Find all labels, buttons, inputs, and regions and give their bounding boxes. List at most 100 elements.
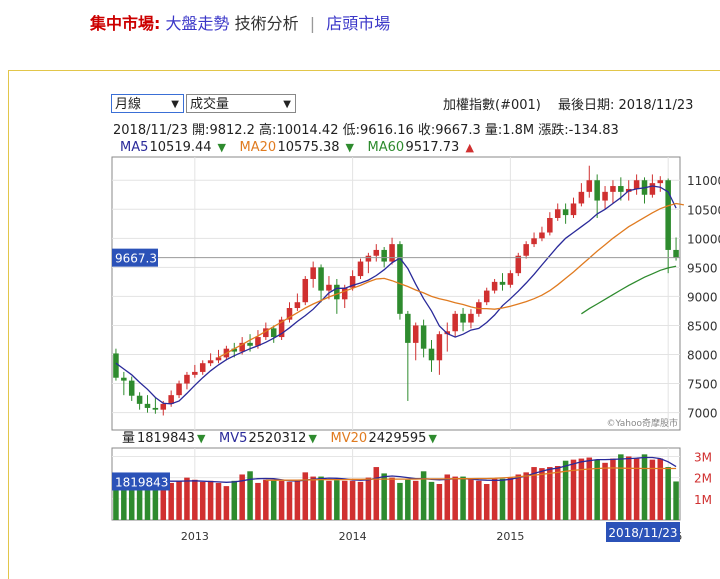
volume-bar	[373, 467, 380, 520]
candle-body	[113, 353, 119, 378]
candle-body	[365, 255, 372, 262]
volume-bar	[239, 474, 245, 520]
candle-body	[144, 403, 151, 408]
period-select-value: 月線	[115, 97, 142, 112]
volume-bar	[199, 481, 206, 520]
volume-tick-label: 3M	[694, 450, 712, 464]
volume-bar	[602, 462, 608, 520]
candle-body	[554, 209, 561, 218]
date-tag: 2018/11/23	[608, 526, 677, 540]
volume-bar	[460, 476, 466, 520]
candle-body	[570, 203, 577, 216]
volume-bar	[468, 478, 474, 520]
price-tick-label: 8000	[687, 348, 718, 362]
volume-bar	[649, 459, 656, 520]
ma-line-ma5	[115, 185, 677, 405]
nav-tab-technical-analysis: 技術分析	[234, 14, 299, 33]
volume-bar	[539, 468, 545, 520]
watermark: ©Yahoo奇摩股市	[607, 417, 679, 429]
volume-tick-label: 2M	[694, 472, 712, 486]
candle-body	[357, 261, 364, 277]
ma-line-ma60	[581, 265, 677, 315]
volume-bar	[215, 482, 222, 520]
volume-bar	[578, 458, 585, 520]
mv-line-mv20	[265, 467, 677, 481]
indicator-select[interactable]: 成交量 ▼	[186, 94, 296, 113]
candle-body	[160, 403, 167, 410]
candle-body	[326, 284, 332, 291]
volume-bar	[507, 477, 514, 520]
trend-arrow-icon: ▼	[429, 432, 438, 445]
price-plot-area	[111, 156, 681, 431]
volume-bar	[381, 473, 387, 520]
candle-body	[610, 186, 616, 192]
nav-category-label: 集中市場:	[90, 14, 161, 33]
period-select[interactable]: 月線 ▼	[111, 94, 184, 113]
volume-bar	[160, 482, 167, 520]
candle-body	[420, 325, 427, 349]
candle-body	[231, 348, 238, 352]
nav-link-market-trend[interactable]: 大盤走勢	[165, 14, 230, 33]
candle-body	[539, 232, 545, 239]
chart-panel	[8, 70, 720, 579]
candle-body	[633, 180, 640, 189]
volume-tag: 1819843	[115, 475, 168, 489]
candle-body	[397, 244, 403, 314]
candle-body	[673, 249, 679, 258]
nav-separator: |	[309, 14, 316, 33]
volume-bar	[405, 479, 411, 520]
vol-legend-value: 2520312	[249, 431, 307, 446]
volume-bar	[657, 458, 664, 520]
candle-body	[531, 238, 537, 245]
volume-bar	[357, 481, 364, 520]
volume-bar	[562, 460, 569, 520]
candle-body	[602, 191, 608, 201]
volume-bar	[499, 478, 506, 520]
candle-body	[562, 209, 569, 216]
volume-bar	[286, 481, 293, 520]
volume-bar	[594, 459, 600, 520]
candle-body	[515, 255, 522, 274]
volume-bar	[625, 456, 632, 520]
last-date: 最後日期: 2018/11/23	[558, 98, 694, 113]
candle-body	[255, 337, 261, 346]
candle-body	[452, 313, 458, 332]
volume-plot-area	[111, 447, 681, 521]
volume-tick-label: 1M	[694, 493, 712, 507]
candle-body	[278, 319, 285, 338]
nav-link-otc-market[interactable]: 店頭市場	[326, 14, 391, 33]
candle-body	[618, 186, 624, 192]
candle-body	[657, 180, 664, 184]
candle-body	[318, 267, 324, 291]
volume-bar	[152, 481, 159, 520]
index-name: 加權指數(#001)	[443, 98, 541, 113]
market-nav: 集中市場: 大盤走勢 技術分析 | 店頭市場	[90, 12, 390, 36]
price-tick-label: 7500	[687, 378, 718, 392]
price-tag-bg	[112, 248, 158, 267]
candle-body	[389, 244, 395, 262]
volume-bar	[476, 480, 482, 520]
chevron-down-icon: ▼	[283, 99, 291, 110]
trend-arrow-icon: ▼	[218, 141, 227, 154]
ma-line-ma20	[218, 202, 685, 358]
candle-body	[192, 371, 198, 375]
time-tick-label: 2014	[339, 530, 367, 543]
volume-bar	[263, 479, 269, 520]
vol-legend-label: MV5	[219, 431, 247, 446]
volume-bar	[168, 482, 174, 520]
candle-body	[247, 342, 253, 346]
chevron-down-icon: ▼	[171, 99, 179, 110]
candle-body	[270, 328, 277, 338]
trend-arrow-icon: ▼	[197, 432, 206, 445]
volume-bar	[184, 477, 190, 520]
candle-body	[302, 278, 309, 303]
price-tag: 9667.3	[115, 252, 157, 266]
candle-body	[507, 273, 514, 285]
volume-bar	[294, 480, 301, 520]
volume-bar	[310, 476, 316, 520]
volume-bar	[176, 480, 182, 520]
volume-bar	[207, 480, 214, 520]
time-tick-label: 2015	[496, 530, 524, 543]
volume-bar	[491, 478, 498, 520]
